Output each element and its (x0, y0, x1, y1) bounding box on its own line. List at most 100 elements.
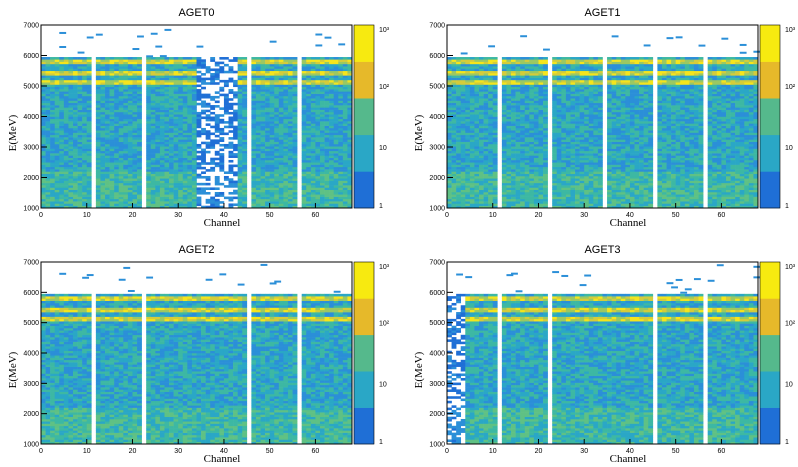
heatmap-cell (511, 95, 516, 99)
heatmap-cell (191, 185, 197, 188)
heatmap-cell (265, 89, 270, 92)
heatmap-cell (95, 68, 101, 72)
heatmap-cell (460, 70, 466, 74)
heatmap-cell (100, 150, 106, 154)
heatmap-cell (265, 66, 270, 69)
heatmap-cell (274, 141, 280, 145)
heatmap-cell (59, 116, 65, 120)
heatmap-cell (333, 178, 339, 181)
heatmap-cell (465, 134, 471, 138)
outlier-cell (146, 55, 154, 58)
heatmap-cell (114, 70, 120, 74)
heatmap-cell (63, 77, 69, 81)
heatmap-cell (265, 82, 270, 85)
heatmap-cell (255, 150, 261, 154)
heatmap-cell (479, 162, 484, 165)
heatmap-cell (105, 173, 110, 177)
heatmap-cell (492, 198, 498, 202)
heatmap-cell (242, 118, 248, 122)
heatmap-cell (63, 194, 69, 197)
heatmap-cell (41, 159, 46, 163)
heatmap-cell (315, 134, 321, 138)
heatmap-cell (59, 162, 65, 165)
heatmap-cell (306, 180, 312, 184)
heatmap-cell (347, 157, 353, 161)
heatmap-cell (515, 95, 521, 99)
heatmap-cell (479, 66, 484, 69)
heatmap-cell (228, 59, 234, 62)
heatmap-cell (465, 196, 471, 200)
heatmap-cell (237, 114, 243, 117)
heatmap-cell (59, 95, 65, 99)
heatmap-cell (155, 139, 161, 142)
heatmap-cell (488, 98, 494, 101)
heatmap-cell (114, 95, 120, 99)
heatmap-cell (255, 73, 261, 76)
heatmap-cell (237, 134, 243, 138)
heatmap-cell (123, 59, 129, 62)
heatmap-cell (324, 89, 330, 92)
heatmap-cell (45, 150, 51, 154)
heatmap-cell (210, 162, 216, 165)
heatmap-cell (474, 127, 480, 131)
heatmap-cell (59, 187, 65, 190)
heatmap-cell (159, 95, 165, 99)
heatmap-cell (105, 201, 110, 204)
heatmap-cell (109, 180, 115, 184)
heatmap-cell (260, 182, 266, 186)
heatmap-cell (292, 61, 298, 65)
heatmap-cell (182, 171, 188, 174)
heatmap-cell (68, 98, 74, 101)
heatmap-cell (319, 111, 325, 115)
heatmap-cell (169, 139, 174, 142)
heatmap-cell (306, 123, 312, 126)
heatmap-cell (68, 196, 74, 200)
heatmap-cell (278, 153, 284, 156)
heatmap-cell (59, 166, 65, 170)
heatmap-cell (169, 150, 174, 154)
heatmap-cell (315, 111, 321, 115)
heatmap-cell (469, 173, 475, 177)
heatmap-cell (287, 139, 293, 142)
heatmap-cell (269, 143, 275, 147)
heatmap-cell (82, 68, 88, 72)
heatmap-cell (319, 189, 325, 193)
heatmap-cell (310, 146, 316, 149)
heatmap-cell (315, 194, 321, 197)
heatmap-cell (59, 121, 65, 124)
heatmap-cell (456, 143, 462, 147)
heatmap-cell (95, 130, 101, 133)
heatmap-cell (187, 102, 193, 106)
heatmap-cell (465, 189, 471, 193)
heatmap-cell (451, 187, 457, 190)
heatmap-cell (260, 162, 266, 165)
heatmap-cell (191, 169, 197, 172)
heatmap-cell (59, 178, 65, 181)
heatmap-cell (150, 150, 156, 154)
heatmap-cell (82, 173, 88, 177)
heatmap-cell (45, 162, 51, 165)
heatmap-cell (169, 159, 174, 163)
heatmap-cell (82, 150, 88, 154)
heatmap-cell (329, 73, 334, 76)
heatmap-cell (278, 187, 284, 190)
heatmap-cell (506, 102, 512, 106)
heatmap-cell (515, 84, 521, 88)
heatmap-cell (164, 114, 170, 117)
heatmap-cell (242, 201, 248, 204)
heatmap-cell (118, 159, 124, 163)
heatmap-cell (214, 205, 220, 209)
heatmap-cell (123, 118, 129, 122)
heatmap-cell (251, 146, 257, 149)
heatmap-cell (196, 132, 202, 136)
heatmap-cell (338, 73, 344, 76)
heatmap-cell (45, 178, 51, 181)
heatmap-cell (68, 116, 74, 120)
heatmap-cell (301, 66, 307, 69)
heatmap-cell (501, 148, 507, 152)
heatmap-cell (169, 146, 174, 149)
heatmap-cell (118, 139, 124, 142)
heatmap-cell (447, 111, 452, 115)
heatmap-cell (333, 116, 339, 120)
heatmap-cell (347, 171, 353, 174)
